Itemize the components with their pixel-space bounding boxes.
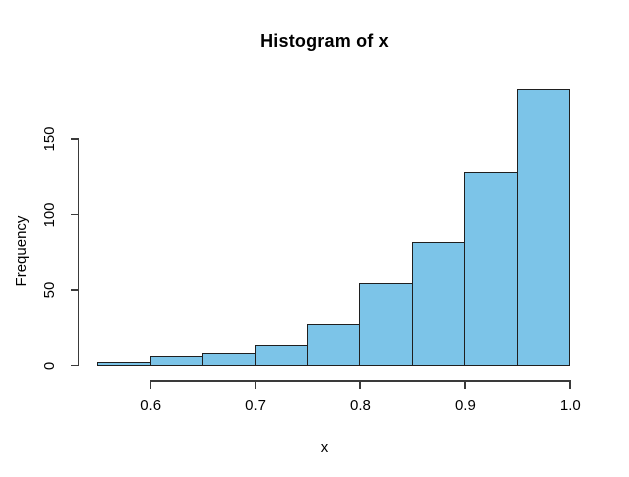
x-axis-tick [254,381,257,389]
y-tick-label: 150 [41,126,58,152]
x-tick-label: 0.7 [245,397,266,414]
x-tick-label: 1.0 [559,397,581,414]
x-axis-tick [149,381,152,389]
y-axis-label: Frequency [13,215,30,287]
y-axis [77,138,79,367]
chart-title: Histogram of x [260,31,389,51]
x-axis-label: x [320,439,329,456]
y-tick-label: 50 [41,281,58,299]
x-tick-label: 0.9 [454,397,476,414]
histogram-bar [517,89,570,366]
x-tick-label: 0.8 [350,397,371,414]
y-tick-label: 100 [41,202,58,228]
histogram-bar [359,283,413,366]
histogram-bar [307,324,360,366]
histogram-bar [97,362,151,366]
y-tick-label: 0 [41,361,58,370]
x-tick-label: 0.6 [140,397,162,414]
y-axis-tick [70,213,78,216]
histogram-bar [412,242,465,366]
x-axis-tick [569,381,571,389]
y-axis-tick [70,289,78,291]
x-axis-tick [464,381,466,389]
x-axis [149,380,571,382]
histogram-bar [255,345,308,366]
histogram-bar [202,353,256,366]
histogram-bar [464,172,518,366]
y-axis-tick [70,138,78,140]
y-axis-tick [70,364,78,367]
histogram-bar [150,356,203,366]
x-axis-tick [359,381,361,389]
